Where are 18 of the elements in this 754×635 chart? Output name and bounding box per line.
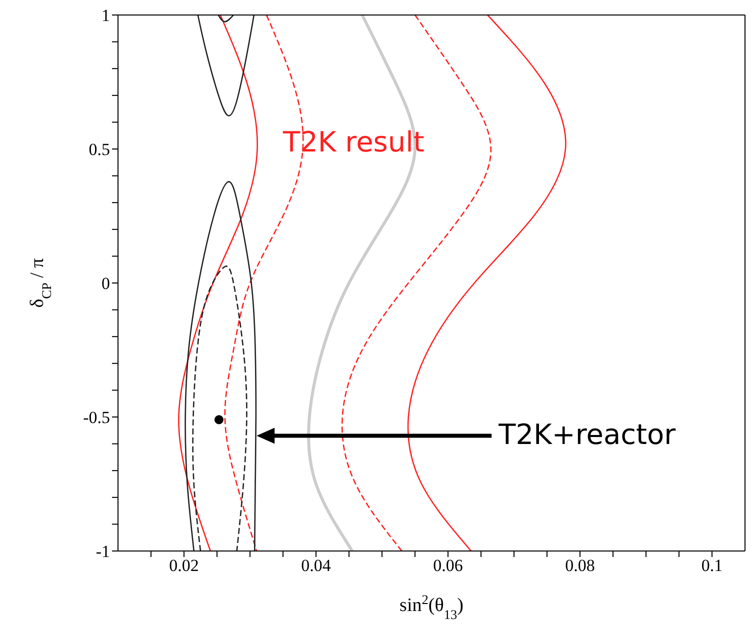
x-tick-label: 0.02 <box>169 556 199 576</box>
y-tick-label: -1 <box>96 542 110 562</box>
annotation: T2K+reactor <box>498 417 676 450</box>
line-series <box>197 15 255 116</box>
line-series <box>192 266 248 551</box>
y-tick-label: -0.5 <box>83 408 110 428</box>
y-tick-label: 1 <box>102 6 110 26</box>
annotation: T2K result <box>282 125 424 158</box>
x-tick-label: 0.06 <box>433 556 463 576</box>
line-series <box>184 181 257 551</box>
x-tick-label: 0.08 <box>565 556 595 576</box>
x-tick-label: 0.04 <box>301 556 332 576</box>
x-axis-title: sin$^{2}$(θ$_{13}$) <box>400 592 464 622</box>
line-series <box>178 15 258 551</box>
x-tick-label: 0.1 <box>701 556 723 576</box>
line-series <box>342 15 492 551</box>
y-tick-label: 0.5 <box>88 140 110 160</box>
y-tick-label: 0 <box>102 274 110 294</box>
